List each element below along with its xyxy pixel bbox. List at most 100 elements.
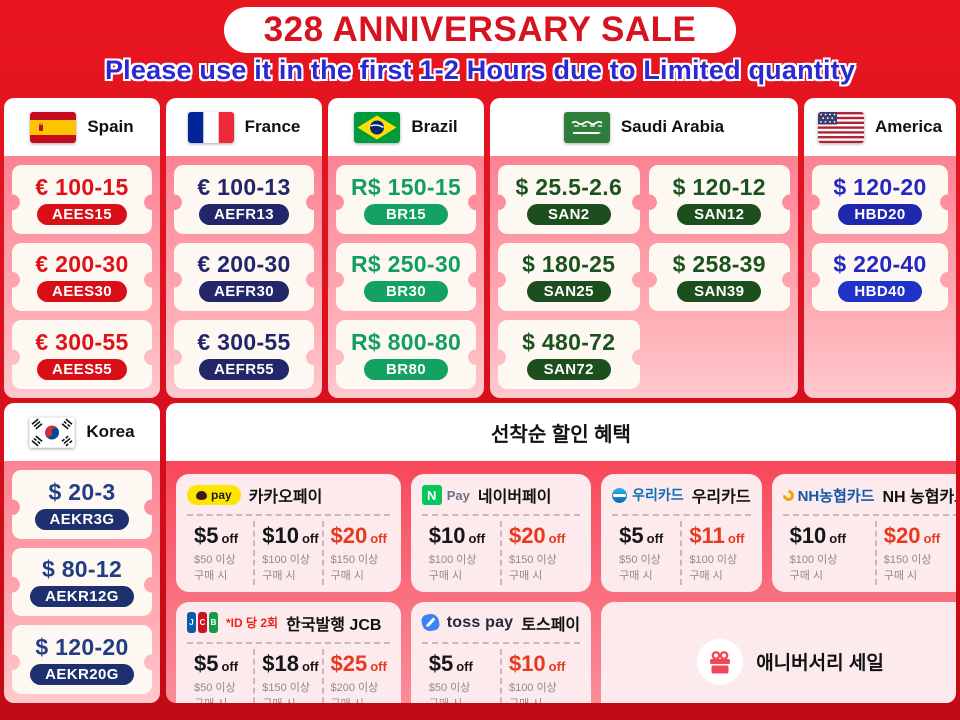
coupon-ticket[interactable]: R$ 800-80 BR80 [336, 320, 476, 389]
pay-card-name: 카카오페이 [248, 489, 323, 506]
coupon-ticket[interactable]: $ 120-12 SAN12 [648, 165, 790, 234]
coupon-ticket[interactable]: $ 220-40 HBD40 [812, 242, 948, 312]
offer-cond-line1: $100 이상 [428, 554, 477, 566]
coupon-code[interactable]: SAN39 [677, 281, 762, 303]
jcb-stripe-c: C [198, 612, 207, 634]
offer-value: $20 [508, 523, 546, 548]
coupon-code[interactable]: BR30 [364, 281, 448, 303]
coupon-ticket[interactable]: $ 20-3 AEKR3G [12, 470, 152, 539]
offer-cond-line1: $50 이상 [194, 681, 236, 694]
panel-saudi-header: Saudi Arabia [490, 98, 798, 156]
coupon-ticket[interactable]: $ 480-72 SAN72 [498, 320, 640, 389]
coupon-code[interactable]: BR15 [364, 203, 448, 225]
offer-cond-line2: 구매 시 [194, 569, 228, 582]
country-name-korea: Korea [86, 422, 135, 441]
payment-offer: $10 off $100 이상 구매 시 [422, 521, 500, 585]
coupon-code[interactable]: SAN25 [526, 281, 611, 303]
pay-card-woori-header: 우리카드 우리카드 [612, 483, 751, 516]
coupon-ticket[interactable]: $ 120-20 AEKR20G [12, 625, 152, 694]
offer-row: $10 off $100 이상 구매 시 $20 off $150 이상 구매 시 [422, 521, 580, 585]
offer-value: $10 [262, 523, 299, 548]
payment-offer-highlight: $20 off $150 이상 구매 시 [499, 521, 580, 585]
offer-cond-line1: $50 이상 [428, 681, 471, 694]
panel-korea: Korea $ 20-3 AEKR3G $ 80-12 AEKR12G $ 12… [4, 403, 160, 703]
woori-logo-icon [612, 487, 628, 503]
offer-amount: $20 off [330, 523, 387, 549]
coupon-ticket[interactable]: € 300-55 AEES55 [12, 320, 152, 389]
coupon-code[interactable]: BR80 [364, 359, 448, 381]
coupon-ticket[interactable]: $ 258-39 SAN39 [648, 242, 790, 312]
coupon-ticket[interactable]: € 100-13 AEFR13 [174, 165, 314, 234]
offer-amount: $5 off [194, 651, 246, 677]
tosspay-logo-icon [420, 612, 441, 633]
coupon-code[interactable]: HBD20 [838, 203, 922, 225]
pay-card-nh-header: NH농협카드 NH 농협카드 [780, 483, 956, 516]
coupon-code[interactable]: AEFR13 [199, 203, 289, 225]
coupon-amount: $ 25.5-2.6 [515, 173, 623, 200]
coupon-ticket[interactable]: R$ 250-30 BR30 [336, 242, 476, 312]
naverpay-logo: N [421, 485, 442, 505]
panel-saudi-arabia: Saudi Arabia $ 25.5-2.6 SAN2 $ 120-12 SA… [490, 98, 798, 398]
offer-cond-line2: 구매 시 [509, 697, 573, 703]
offer-row: $5 off $50 이상 구매 시 $10 off $100 이상 구매 시 $20 o… [187, 521, 390, 585]
offer-value: $20 [330, 523, 368, 548]
coupon-ticket[interactable]: $ 120-20 HBD20 [812, 165, 948, 234]
offer-cond-line1: $200 이상 [330, 681, 379, 694]
coupon-ticket[interactable]: $ 80-12 AEKR12G [12, 547, 152, 617]
offer-cond-line1: $150 이상 [330, 554, 379, 566]
coupon-ticket[interactable]: $ 180-25 SAN25 [498, 242, 640, 312]
coupon-ticket[interactable]: € 200-30 AEES30 [12, 242, 152, 312]
offer-value: $5 [194, 650, 219, 676]
sale-banner: 328 ANNIVERSARY SALE Please use it in th… [0, 0, 960, 98]
payment-offer: $10 off $100 이상 구매 시 [783, 521, 875, 585]
coupon-code[interactable]: AEKR12G [30, 586, 134, 608]
pay-card-name: 우리카드 [691, 489, 751, 506]
coupon-ticket[interactable]: R$ 150-15 BR15 [336, 165, 476, 234]
coupon-code[interactable]: AEKR3G [34, 508, 130, 530]
coupon-ticket[interactable]: € 200-30 AEFR30 [174, 242, 314, 312]
coupon-code[interactable]: AEFR55 [199, 359, 289, 381]
coupon-ticket[interactable]: € 100-15 AEES15 [12, 165, 152, 234]
offer-cond-line2: 구매 시 [883, 569, 918, 582]
coupon-code[interactable]: AEFR30 [199, 281, 289, 303]
offer-amount: $10 off [790, 523, 868, 549]
pay-card-name: 네이버페이 [477, 489, 552, 506]
jcb-limit-badge: *ID 당 2회 [226, 616, 279, 631]
offer-amount: $5 off [619, 523, 673, 549]
offer-off-label: off [646, 531, 664, 546]
coupon-code[interactable]: AEES30 [37, 281, 127, 303]
coupon-ticket[interactable]: € 300-55 AEFR55 [174, 320, 314, 389]
brazil-flag-icon [354, 111, 401, 143]
offer-value: $10 [428, 523, 466, 548]
offer-amount: $10 off [429, 523, 493, 549]
offer-cond-line2: 구매 시 [194, 697, 246, 703]
coupon-code[interactable]: AEES15 [37, 203, 127, 225]
offer-off-label: off [301, 658, 319, 674]
coupon-code[interactable]: HBD40 [838, 281, 922, 303]
korea-flag-icon [29, 416, 76, 448]
coupon-code[interactable]: AEES55 [37, 359, 127, 381]
coupon-amount: € 200-30 [197, 251, 291, 278]
payment-offer-highlight: $20 off $150 이상 구매 시 [874, 521, 956, 585]
panel-america-coupons: $ 120-20 HBD20 $ 220-40 HBD40 [804, 156, 956, 398]
country-name-france: France [244, 117, 301, 136]
coupon-code[interactable]: SAN72 [526, 359, 611, 381]
panel-spain-coupons: € 100-15 AEES15 € 200-30 AEES30 € 300-55… [4, 156, 160, 398]
coupon-code[interactable]: AEKR20G [30, 664, 134, 686]
benefits-card-grid: pay 카카오페이 $5 off $50 이상 구매 시 $10 off $100 이… [166, 461, 956, 703]
sale-title: 328 ANNIVERSARY SALE [263, 10, 697, 49]
offer-value: $25 [330, 650, 368, 676]
coupon-ticket[interactable]: $ 25.5-2.6 SAN2 [498, 165, 640, 234]
coupon-code[interactable]: SAN2 [526, 203, 611, 225]
jcb-logo-icon: J C B [187, 612, 218, 634]
coupon-code[interactable]: SAN12 [677, 203, 762, 225]
coupon-amount: € 300-55 [35, 329, 129, 356]
country-name-spain: Spain [87, 117, 134, 136]
